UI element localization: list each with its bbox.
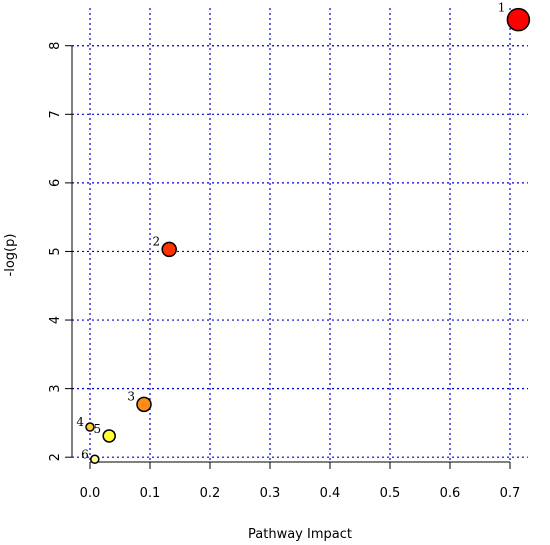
- data-point-3: [136, 396, 152, 413]
- x-tick-label: 0.5: [380, 486, 401, 501]
- data-point-5: [102, 429, 116, 443]
- grid: [72, 8, 528, 462]
- y-tick-label: 4: [48, 316, 63, 324]
- y-tick-label: 8: [48, 42, 63, 50]
- data-point-4: [85, 422, 95, 432]
- x-tick-label: 0.0: [80, 486, 101, 501]
- x-axis-title: Pathway Impact: [248, 527, 352, 542]
- data-point-1: [506, 7, 531, 32]
- point-label-2: 2: [153, 234, 161, 248]
- x-tick-label: 0.3: [260, 486, 281, 501]
- point-label-4: 4: [76, 415, 84, 429]
- x-tick-label: 0.1: [140, 486, 161, 501]
- data-point-2: [161, 241, 177, 258]
- y-tick-label: 7: [48, 110, 63, 118]
- y-axis-title: -log(p): [3, 234, 18, 277]
- y-tick-label: 2: [48, 453, 63, 461]
- y-tick-label: 3: [48, 384, 63, 392]
- point-labels: 1 2 3 4 56: [76, 1, 505, 462]
- data-point-6: [90, 454, 100, 465]
- y-tick-label: 6: [48, 179, 63, 187]
- data-points: [85, 7, 531, 465]
- point-label-3: 3: [127, 389, 135, 403]
- x-tick-label: 0.6: [440, 486, 461, 501]
- x-tick-label: 0.2: [200, 486, 221, 501]
- y-tick-label: 5: [48, 247, 63, 255]
- x-tick-label: 0.4: [320, 486, 341, 501]
- point-label-5: 5: [94, 422, 102, 436]
- point-label-1: 1: [498, 1, 506, 15]
- point-label-6: 6: [81, 447, 89, 461]
- x-tick-label: 0.7: [500, 486, 521, 501]
